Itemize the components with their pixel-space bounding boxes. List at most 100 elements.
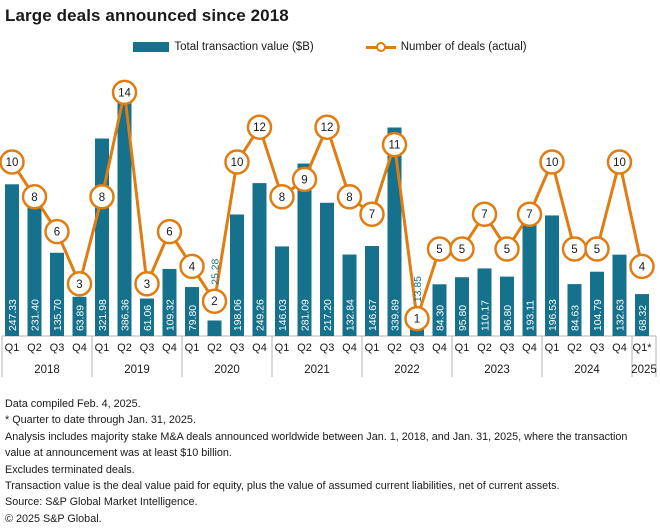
value-bar (140, 298, 154, 336)
deal-count-label: 12 (321, 122, 334, 134)
deal-count-marker (584, 236, 610, 262)
quarter-label: Q1 (365, 342, 380, 354)
deal-count-marker (449, 236, 475, 262)
bar-value-label: 146.67 (368, 299, 379, 331)
footnote-line: Transaction value is the deal value paid… (5, 480, 560, 493)
deal-count-label: 2 (211, 296, 217, 308)
quarter-label: Q2 (387, 342, 402, 354)
value-bar (185, 287, 199, 336)
value-bar (432, 284, 447, 336)
value-bar (50, 252, 64, 336)
bar-value-label: 96.80 (503, 305, 514, 331)
deal-count-label: 10 (6, 157, 19, 169)
deal-count-marker (179, 253, 205, 280)
quarter-label: Q4 (612, 342, 627, 354)
deal-count-marker (629, 253, 655, 280)
quarter-label: Q3 (590, 342, 605, 354)
quarter-label: Q1 (275, 342, 290, 354)
bar-value-label: 231.40 (30, 299, 41, 331)
deal-count-label: 3 (76, 279, 82, 291)
quarter-label: Q2 (27, 342, 42, 354)
deal-count-marker (314, 114, 340, 140)
deal-count-marker (201, 288, 228, 314)
deal-count-marker (516, 201, 543, 227)
year-label: 2022 (394, 364, 420, 376)
deal-count-label: 6 (54, 227, 60, 239)
bar-value-label: 247.33 (8, 299, 19, 331)
deal-count-label: 8 (99, 192, 105, 204)
deal-count-label: 8 (279, 192, 285, 204)
deal-count-label: 5 (459, 244, 465, 256)
deal-count-label: 12 (253, 122, 266, 134)
deal-count-marker (246, 114, 273, 140)
value-bar (117, 99, 132, 336)
bar-value-label-outside: 13.85 (413, 276, 424, 302)
quarter-label: Q1 (545, 342, 560, 354)
quarter-label: Q4 (432, 342, 447, 354)
deal-count-marker (111, 79, 138, 106)
value-bar (635, 294, 649, 336)
value-bar (365, 246, 379, 336)
footnote-line: Excludes terminated deals. (5, 463, 135, 476)
deal-count-label: 14 (118, 87, 131, 99)
bar-value-label: 281.09 (300, 299, 311, 331)
year-label: 2019 (124, 364, 150, 376)
quarter-label: Q2 (477, 342, 492, 354)
quarter-label: Q1 (5, 342, 20, 354)
bar-value-label: 198.06 (233, 299, 244, 331)
value-bar (500, 276, 514, 336)
value-bar (297, 163, 312, 336)
footnote-line: Analysis includes majority stake M&A dea… (5, 430, 628, 460)
value-bar (320, 202, 334, 336)
bar-value-label: 61.06 (143, 305, 154, 331)
bar-value-label: 79.80 (188, 305, 199, 331)
chart-title: Large deals announced since 2018 (5, 6, 289, 25)
quarter-label: Q4 (252, 342, 267, 354)
bar-value-label: 63.89 (75, 305, 86, 331)
deal-count-marker (21, 184, 48, 210)
value-bar (522, 217, 537, 336)
deal-count-marker (0, 149, 25, 175)
deal-count-marker (539, 149, 565, 175)
quarter-label: Q3 (500, 342, 515, 354)
footnote-line: © 2025 S&P Global. (5, 512, 102, 525)
deal-count-marker (471, 201, 498, 227)
deal-count-label: 9 (301, 174, 307, 186)
value-bar (455, 277, 469, 336)
quarter-label: Q3 (320, 342, 335, 354)
value-bar (230, 214, 244, 336)
quarter-label: Q4 (342, 342, 357, 354)
deal-count-label: 10 (546, 157, 559, 169)
deal-count-label: 7 (481, 209, 487, 221)
bar-value-label: 217.20 (323, 299, 334, 331)
bar-value-label: 386.36 (120, 299, 131, 331)
deal-count-label: 7 (369, 209, 375, 221)
deal-count-label: 5 (504, 244, 510, 256)
bar-value-label: 249.26 (255, 299, 266, 331)
bar-value-label: 321.98 (98, 299, 109, 331)
legend-bar-label: Total transaction value ($B) (174, 41, 314, 53)
deal-count-marker (134, 271, 160, 297)
deal-count-label: 11 (389, 140, 401, 152)
bar-value-label: 196.53 (548, 299, 559, 331)
deal-count-label: 5 (571, 244, 577, 256)
deal-count-label: 1 (414, 314, 420, 326)
quarter-label: Q4 (72, 342, 87, 354)
deal-count-label: 6 (166, 227, 172, 239)
bar-value-label: 84.30 (435, 305, 446, 331)
quarter-label: Q2 (117, 342, 132, 354)
quarter-label: Q2 (567, 342, 582, 354)
deal-count-marker (606, 149, 633, 175)
footnote-line: Data compiled Feb. 4, 2025. (5, 398, 141, 410)
bar-value-label: 146.03 (278, 299, 289, 331)
year-label: 2024 (574, 364, 600, 376)
value-bar (252, 183, 267, 336)
bar-value-label: 132.63 (615, 299, 626, 331)
value-bar (612, 254, 627, 336)
deal-count-label: 4 (189, 261, 196, 273)
bar-value-label: 339.89 (390, 299, 401, 331)
bar-value-label: 109.32 (165, 299, 176, 331)
deal-count-marker (224, 149, 250, 175)
value-bar (477, 268, 492, 336)
quarter-label: Q3 (230, 342, 245, 354)
